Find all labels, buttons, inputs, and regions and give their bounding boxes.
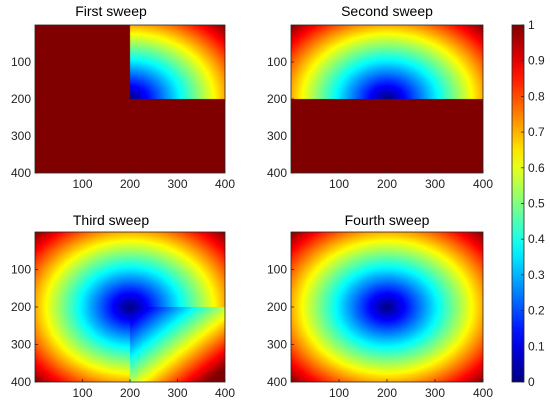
panel-title: Fourth sweep — [345, 212, 430, 228]
heatmap-image — [35, 232, 225, 382]
y-tick-label: 300 — [11, 129, 31, 143]
colorbar-tick-label: 0.7 — [528, 125, 545, 139]
x-tick-label: 300 — [425, 386, 445, 400]
colorbar-tick-label: 0.4 — [528, 232, 545, 246]
x-tick-label: 300 — [167, 177, 187, 191]
y-tick-label: 200 — [11, 300, 31, 314]
x-tick-label: 100 — [72, 177, 92, 191]
y-tick-label: 100 — [11, 55, 31, 69]
heatmap-image — [35, 25, 225, 173]
y-tick-label: 400 — [267, 166, 287, 180]
colorbar-tick-label: 0.8 — [528, 89, 545, 103]
y-tick-label: 100 — [267, 55, 287, 69]
x-tick-label: 100 — [72, 386, 92, 400]
x-tick-label: 100 — [329, 386, 349, 400]
y-tick-label: 400 — [11, 166, 31, 180]
heatmap-image — [291, 232, 483, 382]
y-tick-label: 100 — [11, 263, 31, 277]
panel-fourth-sweep: Fourth sweep 100 200 300 400 100 200 300 400 — [267, 212, 493, 400]
colorbar-tick-label: 0 — [528, 375, 535, 389]
y-tick-label: 200 — [267, 92, 287, 106]
colorbar-tick-label: 0.2 — [528, 304, 545, 318]
y-tick-label: 100 — [267, 263, 287, 277]
x-tick-label: 400 — [215, 177, 235, 191]
y-tick-label: 300 — [267, 129, 287, 143]
heatmap-image — [291, 25, 483, 173]
panel-title: First sweep — [75, 3, 147, 19]
panel-first-sweep: First sweep 100 200 300 400 100 200 300 400 — [11, 3, 235, 191]
x-tick-label: 200 — [377, 177, 397, 191]
colorbar-tick-label: 0.6 — [528, 161, 545, 175]
panel-third-sweep: Third sweep 100 200 300 400 100 200 300 400 — [11, 212, 235, 400]
x-tick-label: 400 — [215, 386, 235, 400]
y-tick-label: 400 — [267, 375, 287, 389]
x-tick-label: 200 — [120, 386, 140, 400]
colorbar-tick-label: 0.9 — [528, 54, 545, 68]
x-tick-label: 200 — [377, 386, 397, 400]
y-tick-label: 200 — [267, 300, 287, 314]
colorbar-tick-label: 1 — [528, 18, 535, 32]
panel-title: Second sweep — [341, 3, 433, 19]
colorbar-tick-label: 0.3 — [528, 268, 545, 282]
colorbar-tick-label: 0.1 — [528, 339, 545, 353]
y-tick-label: 300 — [267, 338, 287, 352]
x-tick-label: 400 — [473, 386, 493, 400]
x-tick-label: 300 — [425, 177, 445, 191]
panel-title: Third sweep — [73, 212, 149, 228]
x-tick-label: 200 — [120, 177, 140, 191]
x-tick-label: 100 — [329, 177, 349, 191]
colorbar: 0 0.1 0.2 0.3 0.4 0.5 0.6 0.7 0.8 0.9 1 — [511, 18, 545, 389]
x-tick-label: 300 — [167, 386, 187, 400]
x-tick-label: 400 — [473, 177, 493, 191]
colorbar-tick-label: 0.5 — [528, 197, 545, 211]
y-tick-label: 200 — [11, 92, 31, 106]
y-tick-label: 400 — [11, 375, 31, 389]
y-tick-label: 300 — [11, 338, 31, 352]
panel-second-sweep: Second sweep 100 200 300 400 100 200 300 400 — [267, 3, 493, 191]
